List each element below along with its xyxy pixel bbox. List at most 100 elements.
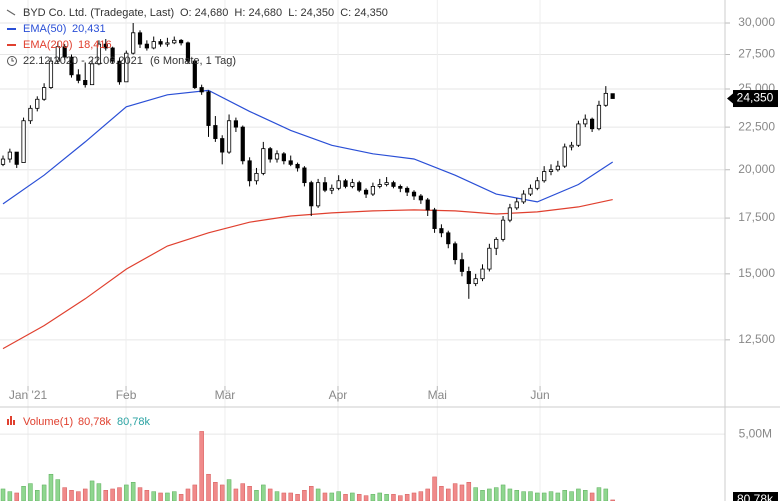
volume-bar [452, 483, 458, 501]
volume-bar [350, 492, 355, 501]
volume-bar [185, 488, 191, 501]
candle-body [89, 63, 95, 86]
volume-bar [21, 486, 26, 501]
clock-icon [7, 56, 17, 66]
x-tick-label: Feb [116, 388, 137, 402]
volume-bar [69, 490, 74, 501]
candle-body [459, 259, 465, 272]
candle-body [295, 163, 300, 169]
candle-body [329, 187, 334, 191]
candle-body [206, 91, 211, 126]
legend-label: EMA(50) [23, 23, 66, 35]
candle-body [377, 184, 382, 187]
candle-body [487, 247, 492, 270]
volume-bar [144, 490, 150, 501]
candle-body [350, 182, 355, 187]
candle-body [124, 52, 129, 83]
volume-bar [254, 490, 259, 501]
volume-bar [514, 490, 520, 501]
volume-bar [329, 492, 335, 501]
volume-bar [206, 473, 211, 501]
volume-bar [363, 495, 369, 501]
candle-body [309, 182, 314, 207]
candle-body [466, 271, 471, 285]
volume-bar [507, 488, 513, 501]
candle-body [103, 43, 108, 49]
volume-bar [124, 484, 129, 501]
candle-body [117, 60, 122, 83]
candle-body [21, 120, 26, 163]
volume-bar [548, 491, 554, 501]
candle-body [583, 118, 588, 125]
last-price-badge [733, 90, 778, 108]
volume-bar [41, 484, 47, 501]
volume-bar [82, 488, 88, 501]
candle-body [288, 160, 293, 165]
y-tick-label: 20,000 [738, 162, 775, 176]
candle-body [610, 93, 615, 99]
volume-bar [487, 488, 492, 501]
volume-bar [7, 491, 13, 501]
volume-bar [247, 486, 252, 501]
candle-body [514, 201, 519, 209]
candle-body [240, 126, 245, 162]
x-tick-label: Mai [428, 388, 447, 402]
candle-body [384, 182, 389, 185]
last-volume-badge [733, 492, 778, 501]
volume-icon [13, 420, 15, 425]
legend-value: 20,431 [72, 23, 106, 35]
volume-bar [219, 484, 225, 501]
candle-body [151, 41, 156, 49]
legend-icon [6, 9, 16, 16]
candle-body [336, 180, 341, 189]
volume-bar [288, 492, 293, 501]
date-range-note: (6 Monate, 1 Tag) [150, 55, 236, 67]
candle-body [0, 158, 6, 165]
volume-bar [535, 492, 540, 501]
candle-body [391, 182, 396, 187]
volume-bar [302, 490, 307, 501]
volume-bar [281, 492, 287, 501]
volume-bar [446, 488, 451, 501]
candle-body [569, 144, 574, 148]
candle-body [603, 92, 608, 106]
volume-bar [322, 492, 328, 501]
volume-value: 80,78k [117, 416, 151, 428]
volume-bar [226, 479, 232, 501]
volume-bar [603, 488, 609, 501]
candle-body [42, 87, 47, 100]
volume-bar [55, 479, 61, 501]
x-tick-label: Apr [329, 388, 348, 402]
candle-body [357, 182, 362, 191]
clock-hand [11, 58, 14, 62]
volume-bar [569, 491, 574, 501]
candle-body [439, 228, 444, 234]
candle-body [28, 107, 33, 122]
candle-body [521, 193, 526, 203]
volume-bar [240, 483, 246, 501]
candle-body [14, 151, 19, 165]
candle-body [172, 39, 177, 44]
volume-bar [466, 482, 472, 501]
candle-body [247, 160, 252, 182]
candle-body [110, 47, 115, 62]
y-tick-label: 15,000 [738, 266, 775, 280]
y-tick-label: 12,500 [738, 332, 775, 346]
volume-bar [165, 492, 170, 501]
volume-bar [336, 491, 341, 501]
volume-bar [562, 490, 567, 501]
candle-body [576, 123, 581, 146]
candle-body [322, 182, 328, 191]
volume-bar [261, 484, 266, 501]
volume-bar [76, 491, 81, 501]
volume-bar [28, 483, 33, 501]
volume-bar [35, 490, 40, 501]
volume-bar [384, 494, 389, 501]
volume-bar [541, 492, 547, 501]
candle-body [528, 187, 533, 195]
candle-body [507, 207, 513, 221]
volume-bar [158, 492, 163, 501]
candle-body [418, 195, 423, 201]
candle-body [363, 189, 369, 195]
